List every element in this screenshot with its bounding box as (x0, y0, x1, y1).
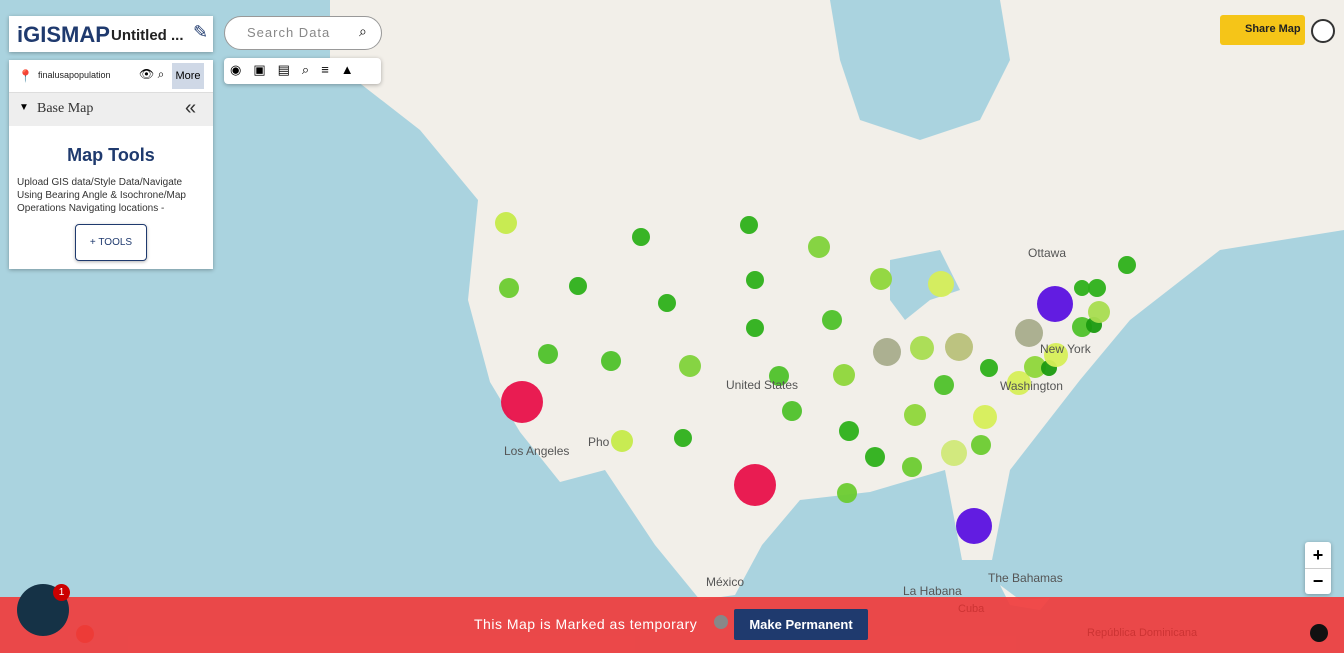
population-marker[interactable] (1088, 301, 1110, 323)
bay (830, 0, 1010, 140)
tools-title: Map Tools (67, 145, 155, 165)
search-box[interactable]: Search Data ⌕ (224, 16, 382, 50)
population-marker[interactable] (569, 277, 587, 295)
population-marker[interactable] (904, 404, 926, 426)
population-marker[interactable] (734, 464, 776, 506)
population-marker[interactable] (928, 271, 954, 297)
map-label: Washington (1000, 379, 1063, 393)
map-title: Untitled ... (111, 27, 184, 44)
population-marker[interactable] (1037, 286, 1073, 322)
map-label: United States (726, 378, 798, 392)
population-marker[interactable] (501, 381, 543, 423)
layer-icons[interactable]: 👁 ⌕ (139, 67, 165, 81)
map-label: México (706, 575, 744, 589)
map-label: Los Angeles (504, 444, 569, 458)
population-marker[interactable] (808, 236, 830, 258)
population-marker[interactable] (740, 216, 758, 234)
map-label: República Dominicana (1087, 627, 1198, 639)
population-marker[interactable] (971, 435, 991, 455)
population-marker[interactable] (902, 457, 922, 477)
make-permanent-button[interactable]: Make Permanent (734, 609, 868, 640)
edit-icon[interactable]: ✎ (193, 22, 209, 42)
population-marker[interactable] (870, 268, 892, 290)
map-label: Ottawa (1028, 246, 1066, 260)
population-marker[interactable] (499, 278, 519, 298)
population-marker[interactable] (973, 405, 997, 429)
search-icon[interactable]: ⌕ (359, 23, 367, 39)
population-marker[interactable] (837, 483, 857, 503)
info-dot (714, 615, 728, 629)
side-panel: 📍 finalusapopulation 👁 ⌕ More ▼ Base Map… (9, 60, 213, 269)
population-marker[interactable] (1007, 371, 1031, 395)
population-marker[interactable] (1088, 279, 1106, 297)
population-marker[interactable] (1118, 256, 1136, 274)
collapse-icon[interactable]: « (185, 97, 197, 119)
population-marker[interactable] (495, 212, 517, 234)
banner-text: This Map is Marked as temporary (474, 616, 698, 632)
info-icon[interactable] (1310, 624, 1328, 642)
population-marker[interactable] (910, 336, 934, 360)
population-marker[interactable] (873, 338, 901, 366)
markers (76, 212, 1136, 643)
more-button[interactable]: More (172, 63, 204, 89)
pin-icon: 📍 (18, 69, 33, 83)
population-marker[interactable] (746, 319, 764, 337)
population-marker[interactable] (865, 447, 885, 467)
caret: ▼ (19, 102, 29, 113)
tools-button[interactable]: + TOOLS (75, 224, 147, 261)
population-marker[interactable] (782, 401, 802, 421)
map-label: Cuba (958, 603, 985, 615)
population-marker[interactable] (1044, 343, 1068, 367)
population-marker[interactable] (833, 364, 855, 386)
population-marker[interactable] (769, 366, 789, 386)
map-label: New York (1040, 342, 1092, 356)
population-marker[interactable] (822, 310, 842, 330)
map-label: The Bahamas (988, 571, 1063, 585)
tools-description: Upload GIS data/Style Data/Navigate Usin… (17, 177, 186, 214)
lakes (890, 250, 960, 320)
layer-row: 📍 finalusapopulation 👁 ⌕ More (9, 60, 213, 93)
title-card: iGISMAP Untitled ... ✎ (9, 16, 213, 52)
population-marker[interactable] (611, 430, 633, 452)
share-label: Share Map (1245, 23, 1301, 35)
population-marker[interactable] (934, 375, 954, 395)
base-map-row[interactable]: ▼ Base Map « (9, 93, 213, 126)
population-marker[interactable] (674, 429, 692, 447)
population-marker[interactable] (746, 271, 764, 289)
population-marker[interactable] (1015, 319, 1043, 347)
population-marker[interactable] (601, 351, 621, 371)
chat-badge: 1 (53, 584, 70, 601)
population-marker[interactable] (941, 440, 967, 466)
base-map-label: Base Map (37, 101, 94, 116)
toolbar-icons[interactable]: ◉▣▤⌕≡▲ (230, 62, 366, 77)
population-marker[interactable] (1074, 280, 1090, 296)
zoom-in[interactable]: + (1305, 542, 1331, 569)
population-marker[interactable] (679, 355, 701, 377)
logo: iGISMAP (17, 22, 110, 47)
population-marker[interactable] (956, 508, 992, 544)
population-marker[interactable] (1024, 356, 1046, 378)
population-marker[interactable] (839, 421, 859, 441)
population-marker[interactable] (658, 294, 676, 312)
zoom-control: + − (1305, 542, 1331, 594)
population-marker[interactable] (980, 359, 998, 377)
map-label: Pho (588, 435, 610, 449)
land (330, 0, 1344, 600)
population-marker[interactable] (945, 333, 973, 361)
temporary-banner: República Dominicana Cuba This Map is Ma… (0, 597, 1344, 653)
zoom-out[interactable]: − (1312, 571, 1324, 591)
population-marker[interactable] (632, 228, 650, 246)
layer-name[interactable]: finalusapopulation (38, 70, 111, 80)
user-icon[interactable] (1311, 19, 1335, 43)
population-marker[interactable] (538, 344, 558, 364)
map-label: La Habana (903, 584, 962, 598)
search-placeholder: Search Data (247, 25, 331, 40)
share-button[interactable]: Share Map (1220, 15, 1305, 45)
toolbar: ◉▣▤⌕≡▲ (224, 58, 381, 84)
